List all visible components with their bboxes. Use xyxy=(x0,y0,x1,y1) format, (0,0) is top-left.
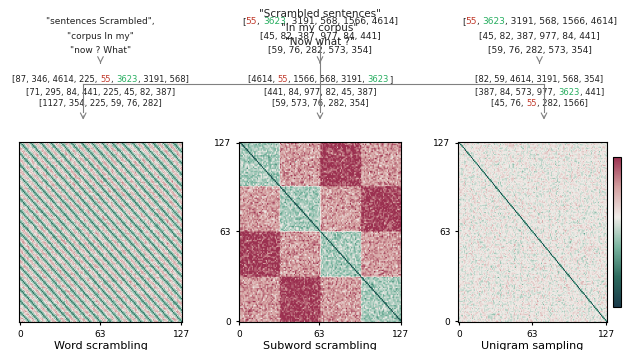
X-axis label: Unigram sampling: Unigram sampling xyxy=(481,341,584,350)
Text: , 3191, 568]: , 3191, 568] xyxy=(138,75,189,84)
Text: ,: , xyxy=(111,75,116,84)
Text: ]: ] xyxy=(389,75,392,84)
Text: 55: 55 xyxy=(100,75,111,84)
Text: "sentences Scrambled",: "sentences Scrambled", xyxy=(46,17,155,26)
Text: 55: 55 xyxy=(246,17,257,26)
Text: [82, 59, 4614, 3191, 568, 354]: [82, 59, 4614, 3191, 568, 354] xyxy=(476,75,604,84)
Text: 3623: 3623 xyxy=(483,17,505,26)
Text: , 282, 1566]: , 282, 1566] xyxy=(537,99,588,108)
Text: [: [ xyxy=(243,17,246,26)
Text: [45, 76,: [45, 76, xyxy=(492,99,526,108)
Text: "corpus In my": "corpus In my" xyxy=(67,32,134,41)
Text: 3623: 3623 xyxy=(558,88,580,97)
Text: "In my corpus": "In my corpus" xyxy=(282,23,358,33)
Text: [441, 84, 977, 82, 45, 387]: [441, 84, 977, 82, 45, 387] xyxy=(264,88,376,97)
Text: [59, 76, 282, 573, 354]: [59, 76, 282, 573, 354] xyxy=(488,47,591,55)
Text: 3623: 3623 xyxy=(263,17,285,26)
Text: 55: 55 xyxy=(278,75,288,84)
Text: ,: , xyxy=(477,17,483,26)
Text: [59, 573, 76, 282, 354]: [59, 573, 76, 282, 354] xyxy=(272,99,368,108)
X-axis label: Subword scrambling: Subword scrambling xyxy=(263,341,377,350)
Text: [71, 295, 84, 441, 225, 45, 82, 387]: [71, 295, 84, 441, 225, 45, 82, 387] xyxy=(26,88,175,97)
Text: [1127, 354, 225, 59, 76, 282]: [1127, 354, 225, 59, 76, 282] xyxy=(39,99,162,108)
Text: [: [ xyxy=(461,17,465,26)
Text: 3623: 3623 xyxy=(116,75,138,84)
Text: 3623: 3623 xyxy=(367,75,389,84)
Text: 55: 55 xyxy=(465,17,477,26)
Text: [45, 82, 387, 977, 84, 441]: [45, 82, 387, 977, 84, 441] xyxy=(479,32,600,41)
Text: [45, 82, 387, 977, 84, 441]: [45, 82, 387, 977, 84, 441] xyxy=(260,32,380,41)
Text: , 441]: , 441] xyxy=(580,88,604,97)
Text: "Scrambled sentences": "Scrambled sentences" xyxy=(259,9,381,19)
Text: [387, 84, 573, 977,: [387, 84, 573, 977, xyxy=(475,88,558,97)
Text: , 1566, 568, 3191,: , 1566, 568, 3191, xyxy=(288,75,367,84)
Text: 55: 55 xyxy=(526,99,537,108)
Text: [87, 346, 4614, 225,: [87, 346, 4614, 225, xyxy=(13,75,100,84)
Text: [59, 76, 282, 573, 354]: [59, 76, 282, 573, 354] xyxy=(268,47,372,55)
Text: [4614,: [4614, xyxy=(248,75,278,84)
Text: ,: , xyxy=(257,17,263,26)
Text: "now ? What": "now ? What" xyxy=(70,47,131,55)
Text: , 3191, 568, 1566, 4614]: , 3191, 568, 1566, 4614] xyxy=(505,17,617,26)
X-axis label: Word scrambling: Word scrambling xyxy=(54,341,147,350)
Text: "Now what ?": "Now what ?" xyxy=(285,37,355,47)
Text: , 3191, 568, 1566, 4614]: , 3191, 568, 1566, 4614] xyxy=(285,17,397,26)
